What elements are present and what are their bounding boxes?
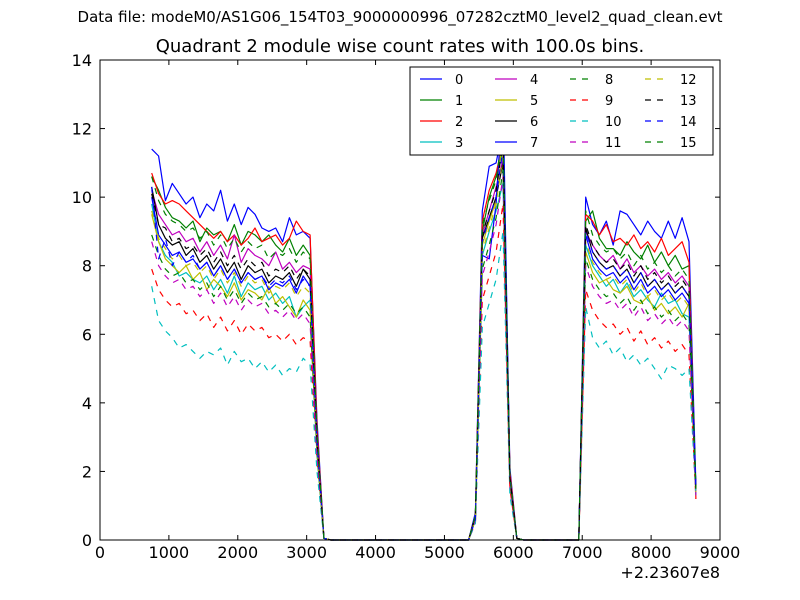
legend-label-12: 12 [680, 73, 697, 88]
legend-label-0: 0 [455, 73, 463, 88]
x-tick-label: 3000 [286, 543, 327, 562]
y-tick-label: 8 [82, 257, 92, 276]
y-tick-label: 10 [72, 188, 92, 207]
legend-label-9: 9 [605, 94, 613, 109]
y-tick-label: 12 [72, 120, 92, 139]
x-tick-label: 0 [95, 543, 105, 562]
legend-box [409, 66, 714, 156]
series-line-15 [151, 131, 697, 541]
x-tick-label: 1000 [149, 543, 190, 562]
y-tick-label: 4 [82, 394, 92, 413]
x-tick-label: 7000 [562, 543, 603, 562]
legend-label-1: 1 [455, 94, 463, 109]
legend-label-2: 2 [455, 115, 463, 130]
x-tick-label: 2000 [217, 543, 258, 562]
x-tick-label: 6000 [493, 543, 534, 562]
y-tick-label: 14 [72, 51, 92, 70]
legend-label-10: 10 [605, 115, 622, 130]
chart-title: Quadrant 2 module wise count rates with … [155, 36, 645, 57]
legend-label-7: 7 [530, 136, 538, 151]
series-line-14 [151, 148, 697, 541]
legend-label-5: 5 [530, 94, 538, 109]
y-tick-label: 6 [82, 325, 92, 344]
legend-label-15: 15 [680, 136, 697, 151]
x-tick-label: 5000 [424, 543, 465, 562]
series-line-9 [151, 203, 697, 541]
axes-layer: 0 1000 2000 3000 4000 5000 6000 7000 8000 9000 0 2 4… [72, 51, 741, 582]
series-line-10 [151, 230, 697, 541]
x-offset-label: +2.23607e8 [620, 563, 720, 582]
x-tick-label: 4000 [355, 543, 396, 562]
legend-label-4: 4 [530, 73, 538, 88]
legend-label-6: 6 [530, 115, 538, 130]
x-tick-label: 9000 [700, 543, 741, 562]
legend-label-8: 8 [605, 73, 613, 88]
legend-label-11: 11 [605, 136, 622, 151]
figure-suptitle: Data file: modeM0/AS1G06_154T03_90000009… [77, 8, 723, 26]
legend-label-13: 13 [680, 94, 697, 109]
series-line-11 [151, 176, 697, 541]
legend-label-3: 3 [455, 136, 463, 151]
axes-frame [99, 59, 721, 541]
legend-label-14: 14 [680, 115, 697, 130]
series-line-13 [151, 141, 697, 541]
x-tick-label: 8000 [631, 543, 672, 562]
y-tick-label: 2 [82, 462, 92, 481]
y-tick-label: 0 [82, 531, 92, 550]
